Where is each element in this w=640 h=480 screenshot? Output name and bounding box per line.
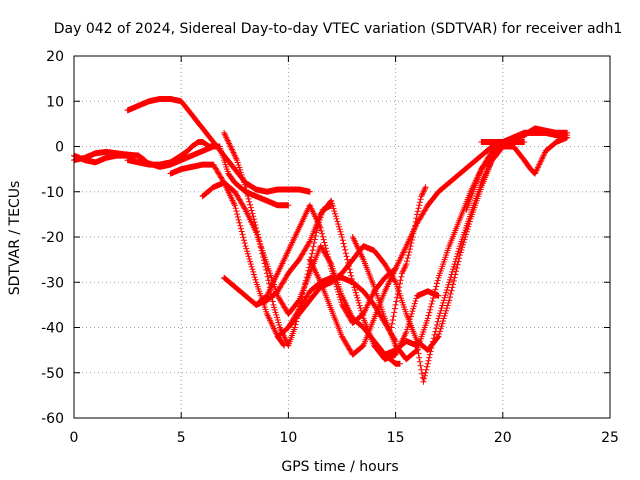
series-19-markers [489,125,571,154]
y-tick-label: -30 [41,275,64,291]
series-7 [199,179,403,367]
series-12-markers [285,274,399,345]
series-5 [135,143,217,170]
series-13 [306,139,506,358]
axis-ticks: 0 5 10 15 20 25 -60 -50 -40 -30 -20 -10 0 10 20 [41,49,619,446]
series-19 [489,125,571,154]
series-5-markers [135,143,217,170]
y-tick-label: -50 [41,366,64,382]
y-axis-label: SDTVAR / TECUs [7,181,23,296]
series-15 [388,184,429,331]
series-11-markers [274,143,506,354]
series-6-markers [167,161,288,349]
series-13-markers [306,139,506,358]
x-tick-label: 0 [70,430,79,446]
data-points [71,96,571,385]
y-tick-label: 0 [55,140,64,156]
series-16-markers [381,129,571,385]
y-tick-label: -60 [41,411,64,427]
x-axis-label: GPS time / hours [281,459,398,475]
series-16 [381,129,571,385]
x-tick-label: 20 [494,430,512,446]
x-tick-label: 10 [279,430,297,446]
chart-title: Day 042 of 2024, Sidereal Day-to-day VTE… [54,21,622,37]
series-8 [221,129,335,349]
series-6 [167,161,288,349]
y-tick-label: 20 [46,49,64,65]
x-tick-label: 25 [601,430,619,446]
series-11 [274,143,506,354]
x-tick-label: 15 [387,430,405,446]
series-7-markers [199,179,403,367]
y-tick-label: -20 [41,230,64,246]
series-3-markers [124,96,313,195]
y-tick-label: 10 [46,94,64,110]
series-8-markers [221,129,335,349]
series-15-markers [388,184,429,331]
x-tick-label: 5 [177,430,186,446]
y-tick-label: -40 [41,321,64,337]
series-12 [285,274,399,345]
series-3 [124,96,313,195]
y-tick-label: -10 [41,185,64,201]
